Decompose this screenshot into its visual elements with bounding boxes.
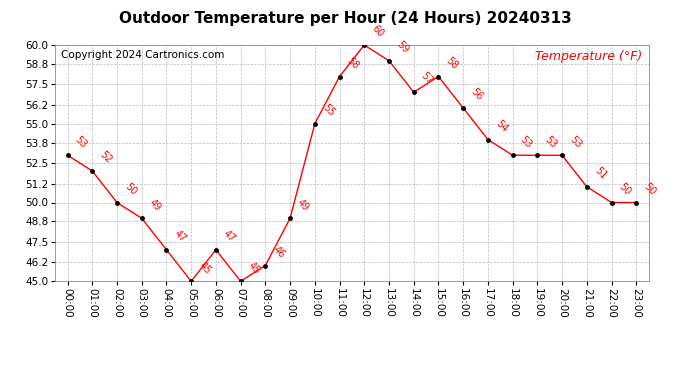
Text: 53: 53 — [568, 134, 584, 150]
Text: 47: 47 — [221, 228, 237, 244]
Text: 49: 49 — [295, 197, 311, 213]
Text: 55: 55 — [320, 102, 336, 118]
Text: 52: 52 — [98, 150, 114, 165]
Text: 58: 58 — [345, 55, 361, 71]
Text: 58: 58 — [444, 55, 460, 71]
Text: 57: 57 — [420, 71, 435, 87]
Text: 45: 45 — [246, 260, 262, 276]
Text: 53: 53 — [518, 134, 534, 150]
Text: 50: 50 — [123, 181, 139, 197]
Text: 54: 54 — [493, 118, 509, 134]
Text: 50: 50 — [642, 181, 658, 197]
Text: 56: 56 — [469, 87, 484, 102]
Text: 49: 49 — [147, 197, 163, 213]
Text: 47: 47 — [172, 228, 188, 244]
Text: Temperature (°F): Temperature (°F) — [535, 50, 642, 63]
Text: 53: 53 — [543, 134, 559, 150]
Text: 46: 46 — [271, 244, 286, 260]
Text: 45: 45 — [197, 260, 213, 276]
Text: 51: 51 — [592, 165, 608, 181]
Text: Copyright 2024 Cartronics.com: Copyright 2024 Cartronics.com — [61, 50, 224, 60]
Text: Outdoor Temperature per Hour (24 Hours) 20240313: Outdoor Temperature per Hour (24 Hours) … — [119, 11, 571, 26]
Text: 60: 60 — [370, 24, 386, 39]
Text: 53: 53 — [73, 134, 89, 150]
Text: 50: 50 — [617, 181, 633, 197]
Text: 59: 59 — [395, 39, 411, 55]
